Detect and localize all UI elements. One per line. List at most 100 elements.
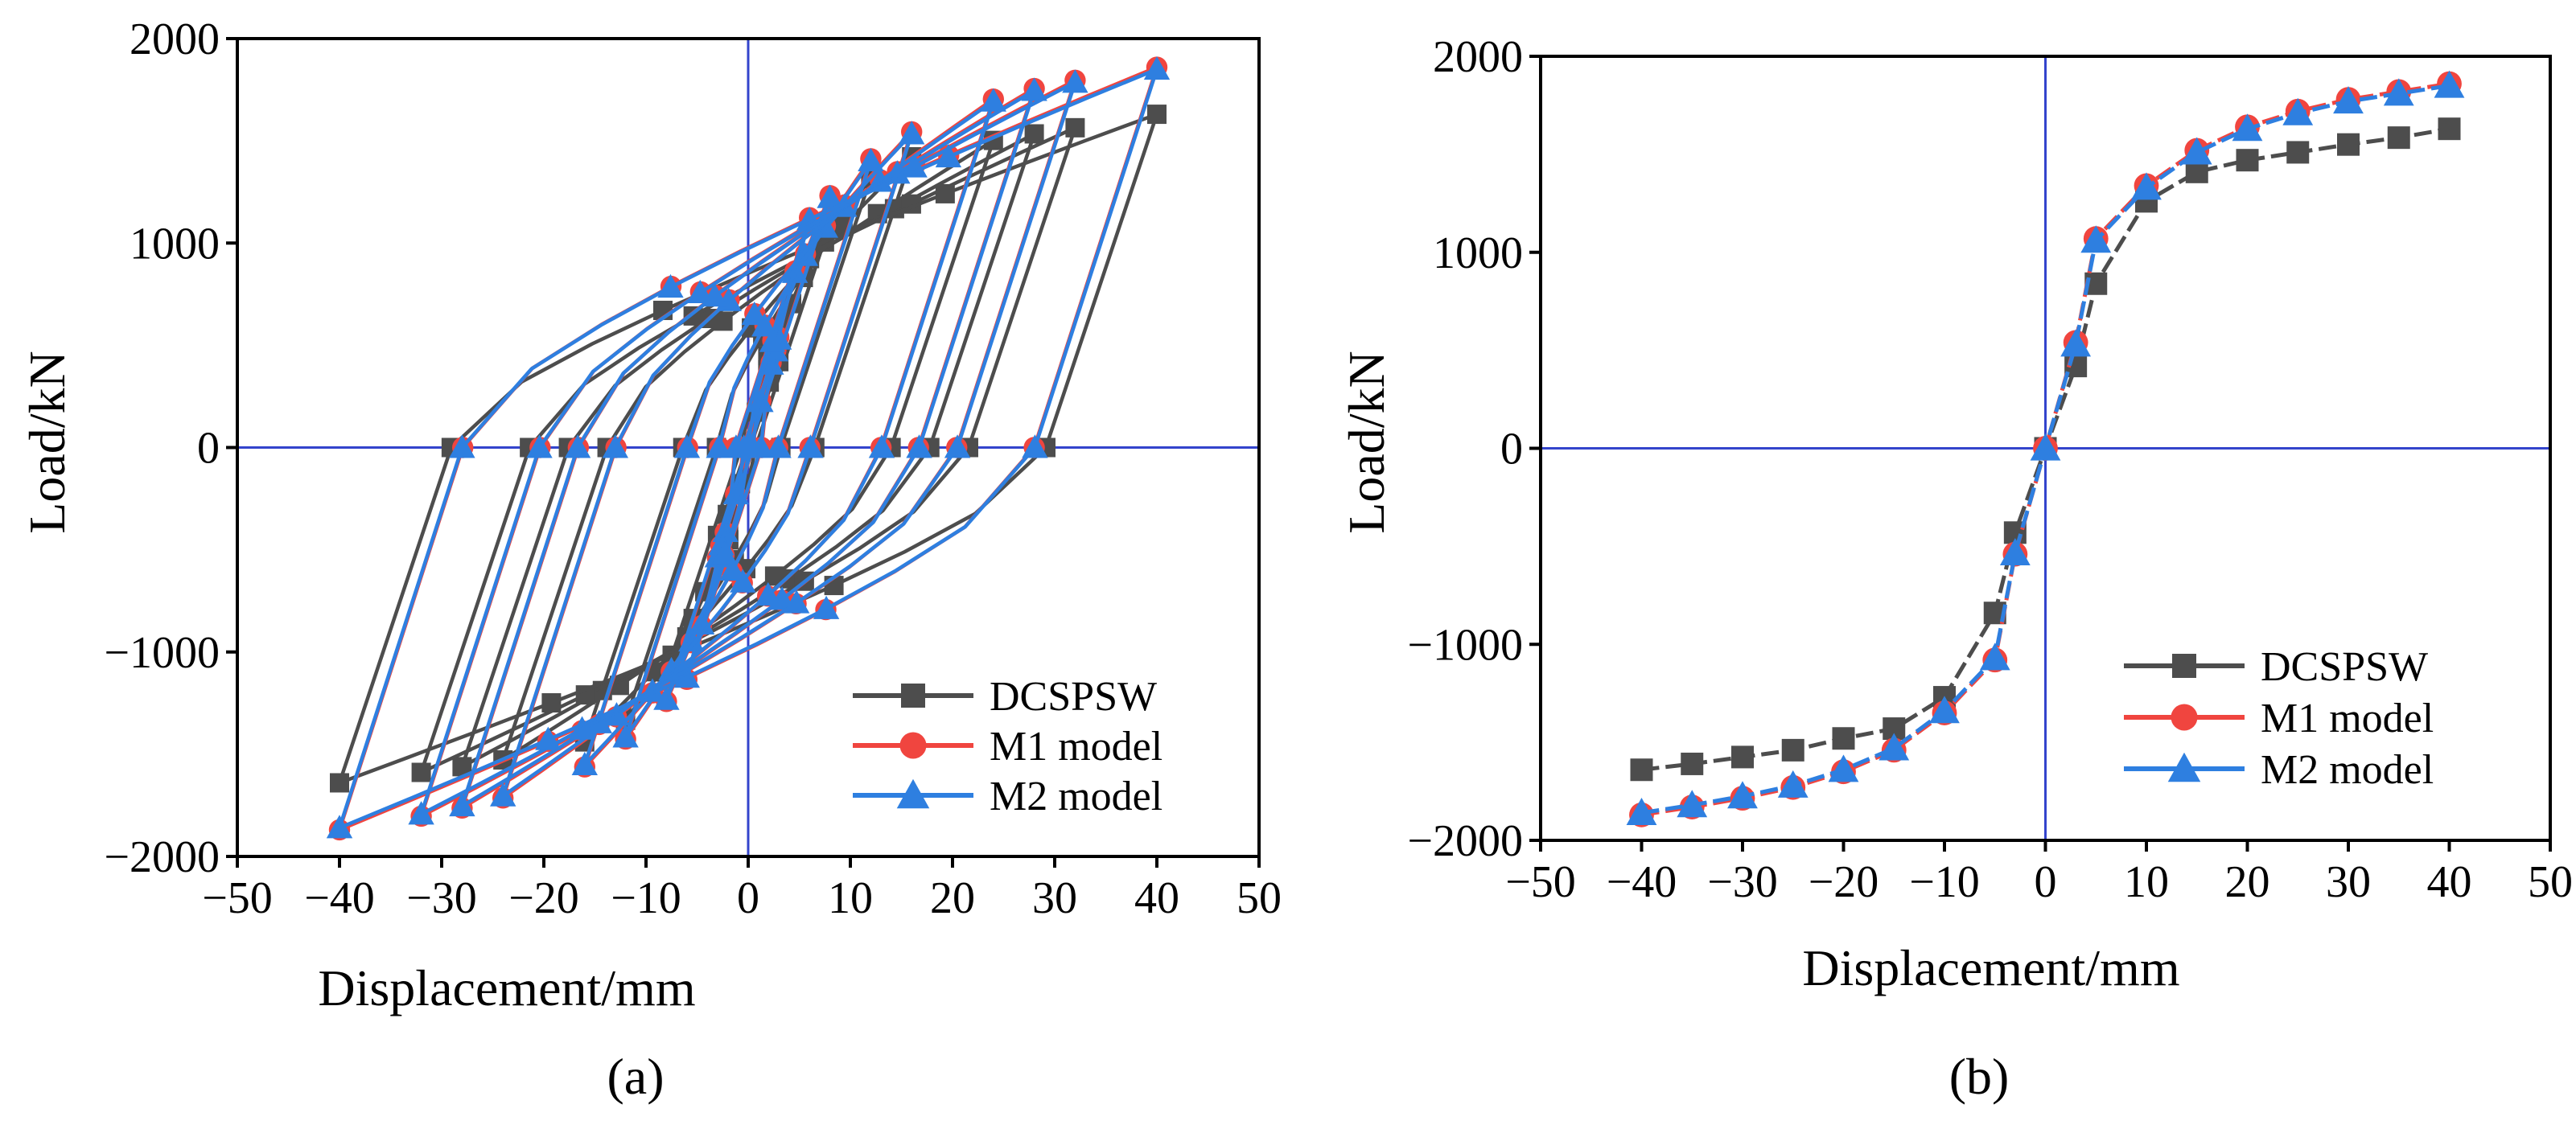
data-point: [1147, 105, 1167, 125]
legend-marker: [896, 778, 930, 809]
x-axis-title: Displacement/mm: [318, 959, 695, 1016]
data-point: [2434, 70, 2465, 98]
y-tick-label: −1000: [1407, 620, 1523, 670]
data-point: [2387, 126, 2410, 150]
data-point: [1677, 790, 1708, 818]
x-tick-label: 50: [1237, 873, 1282, 923]
y-tick-label: −2000: [1407, 816, 1523, 866]
tick-labels: −50 −40 −30 −20 −10 0 10 20 30 40 50 −2000 −1000 0 100…: [104, 14, 1282, 923]
legend-marker: [901, 684, 925, 708]
x-tick-label: 0: [737, 873, 759, 923]
data-point: [730, 569, 756, 593]
x-tick-label: −40: [304, 873, 375, 923]
data-point: [935, 183, 955, 203]
x-tick-label: 20: [930, 873, 975, 923]
x-tick-label: 10: [2124, 857, 2169, 907]
data-point: [1630, 758, 1653, 782]
data-point: [858, 147, 884, 172]
data-point: [817, 184, 843, 208]
y-tick-label: 2000: [130, 14, 220, 64]
panel-a-hysteresis-chart: −50 −40 −30 −20 −10 0 10 20 30 40 50 −2000 −1000 0 100…: [19, 14, 1282, 1105]
data-point: [980, 88, 1006, 112]
x-tick-label: 50: [2528, 857, 2573, 907]
legend-marker: [899, 732, 927, 759]
tick-labels: −50 −40 −30 −20 −10 0 10 20 30 40 50 −2000 −1000 0 100…: [1407, 32, 2573, 907]
series-m2-model: [1626, 70, 2465, 825]
x-tick-label: 30: [2326, 857, 2371, 907]
data-point: [2060, 329, 2092, 357]
legend-label: M2 model: [990, 774, 1162, 819]
data-point: [935, 143, 962, 168]
legend-label: DCSPSW: [2261, 644, 2428, 690]
data-point: [1731, 745, 1754, 769]
x-tick-label: −40: [1607, 857, 1677, 907]
data-point: [657, 273, 684, 298]
data-point: [526, 434, 553, 458]
data-point: [906, 434, 932, 458]
data-point: [1879, 733, 1910, 761]
data-point: [2337, 133, 2360, 156]
panel-label-a: (a): [607, 1048, 664, 1105]
x-tick-label: −50: [202, 873, 273, 923]
data-point: [1626, 797, 1657, 825]
x-tick-label: 40: [2427, 857, 2472, 907]
data-point: [719, 556, 746, 581]
data-point: [1929, 696, 1960, 724]
data-point: [541, 693, 562, 713]
x-tick-label: −10: [1909, 857, 1980, 907]
x-tick-label: 20: [2225, 857, 2270, 907]
data-point: [2383, 78, 2414, 106]
data-point: [1727, 781, 1758, 809]
y-tick-label: 0: [1500, 425, 1523, 474]
data-point: [755, 581, 781, 606]
data-point: [2131, 172, 2162, 200]
data-point: [2438, 117, 2461, 141]
data-point: [899, 121, 925, 145]
legend-marker: [2172, 654, 2196, 678]
data-point: [1999, 538, 2031, 566]
data-point: [706, 434, 732, 458]
data-point: [564, 434, 591, 458]
data-point: [741, 301, 767, 326]
x-tick-label: 10: [828, 873, 873, 923]
y-tick-label: 1000: [130, 219, 220, 269]
y-tick-label: 0: [197, 424, 220, 474]
data-point: [490, 782, 516, 807]
plot-area: [236, 37, 1261, 858]
data-point: [1828, 754, 1859, 782]
x-tick-label: −50: [1505, 857, 1576, 907]
data-point: [330, 773, 349, 793]
series-m2-model: [326, 55, 1171, 839]
x-tick-label: 30: [1032, 873, 1077, 923]
data-point: [813, 595, 840, 619]
y-tick-label: −1000: [104, 628, 220, 678]
data-point: [326, 815, 353, 839]
data-point: [1143, 55, 1171, 80]
data-point: [2282, 97, 2314, 125]
data-point: [1681, 752, 1704, 775]
data-point: [411, 762, 431, 782]
x-axis-title: Displacement/mm: [1802, 939, 2179, 996]
panel-b-skeleton-chart: −50 −40 −30 −20 −10 0 10 20 30 40 50 −2000 −1000 0 100…: [1338, 32, 2573, 1105]
data-point: [1021, 77, 1047, 101]
data-point: [687, 279, 714, 303]
data-point: [571, 751, 598, 776]
x-tick-label: −10: [611, 873, 681, 923]
x-tick-label: −20: [1809, 857, 1879, 907]
y-tick-label: 1000: [1433, 228, 1523, 278]
data-point: [1065, 117, 1085, 138]
data-point: [1979, 643, 2010, 671]
data-point: [1777, 770, 1809, 798]
data-point: [653, 686, 680, 710]
data-point: [901, 154, 928, 178]
x-tick-label: 40: [1134, 873, 1179, 923]
legend-label: M2 model: [2261, 747, 2434, 793]
data-point: [408, 801, 434, 825]
y-axis-title: Load/kN: [19, 351, 76, 534]
data-point: [449, 793, 475, 817]
data-point: [944, 434, 971, 458]
data-point: [736, 434, 763, 458]
